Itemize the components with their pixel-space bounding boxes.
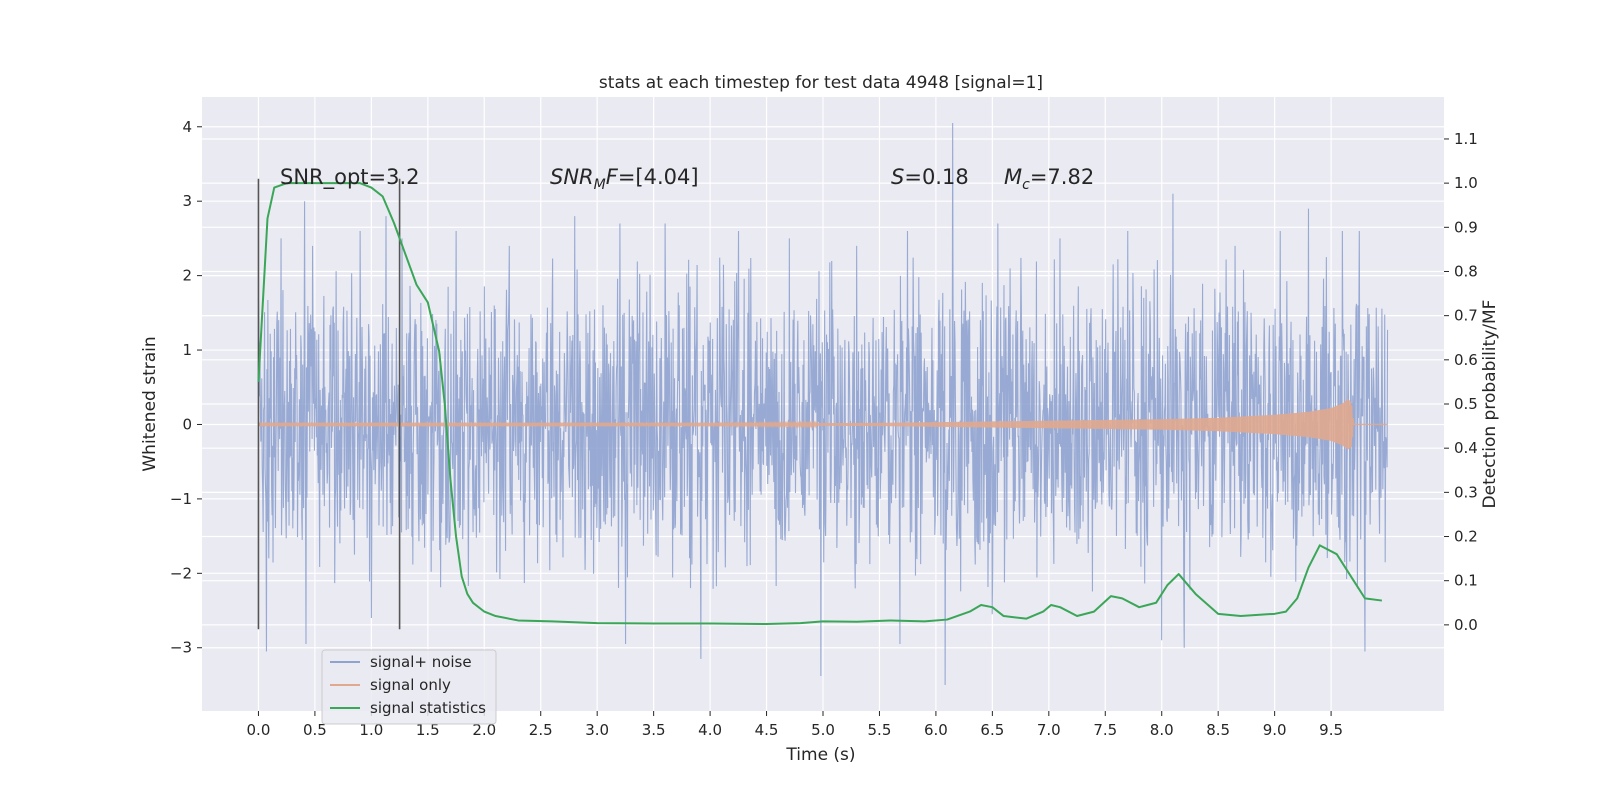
y-right-tick-label: 0.8: [1454, 262, 1478, 280]
legend-label-signal-statistics: signal statistics: [370, 699, 486, 717]
y-left-tick-label: −2: [170, 564, 192, 582]
x-tick-label: 5.5: [868, 721, 892, 739]
y-right-tick-label: 0.5: [1454, 395, 1478, 413]
x-tick-label: 8.0: [1150, 721, 1174, 739]
y-left-tick-label: 4: [182, 118, 192, 136]
y-axis-right-label: Detection probability/MF: [1480, 300, 1500, 509]
annotation-snr-opt: SNR_opt=3.2: [280, 165, 420, 190]
x-tick-label: 5.0: [811, 721, 835, 739]
x-tick-label: 6.0: [924, 721, 948, 739]
y-right-tick-label: 0.3: [1454, 483, 1478, 501]
legend-box: [321, 649, 497, 725]
x-tick-label: 7.5: [1093, 721, 1117, 739]
series-layer: [257, 123, 1389, 685]
x-axis-label: Time (s): [785, 745, 855, 765]
x-tick-label: 0.5: [303, 721, 327, 739]
y-right-tick-label: 0.0: [1454, 616, 1478, 634]
legend-label-signal-only: signal only: [370, 676, 451, 694]
y-right-tick-label: 0.2: [1454, 528, 1478, 546]
x-tick-label: 7.0: [1037, 721, 1061, 739]
y-right-tick-label: 0.4: [1454, 439, 1478, 457]
y-right-tick-label: 0.1: [1454, 572, 1478, 590]
x-tick-label: 1.5: [416, 721, 440, 739]
legend-label-signal-noise: signal+ noise: [370, 653, 472, 671]
y-left-tick-label: 2: [182, 267, 192, 285]
y-axis-left-label: Whitened strain: [140, 336, 160, 471]
annotation-s: S=0.18: [891, 165, 969, 189]
x-tick-label: 9.0: [1263, 721, 1287, 739]
y-right-tick-label: 1.0: [1454, 174, 1478, 192]
y-left-tick-label: −3: [170, 639, 192, 657]
x-tick-label: 2.0: [472, 721, 496, 739]
tick-layer: 0.0 0.5 1.0 1.5 2.0 2.5 3.0 3.5 4.0 4.5 5.0 5.5 6.0 6…: [170, 118, 1478, 739]
x-tick-label: 6.5: [980, 721, 1004, 739]
x-tick-label: 0.0: [247, 721, 271, 739]
legend: signal+ noise signal only signal statist…: [321, 649, 497, 725]
annotation-snr-mf: SNRMF=[4.04]: [550, 165, 699, 193]
x-tick-label: 3.0: [585, 721, 609, 739]
chart-title: stats at each timestep for test data 494…: [599, 73, 1043, 93]
x-tick-label: 3.5: [642, 721, 666, 739]
y-left-tick-label: 3: [182, 192, 192, 210]
y-left-tick-label: −1: [170, 490, 192, 508]
x-tick-label: 4.0: [698, 721, 722, 739]
series-signal-statistics: [257, 182, 1383, 625]
y-right-tick-label: 0.9: [1454, 218, 1478, 236]
y-right-tick-label: 0.7: [1454, 307, 1478, 325]
y-right-tick-label: 1.1: [1454, 130, 1478, 148]
y-right-tick-label: 0.6: [1454, 351, 1478, 369]
x-tick-label: 1.0: [359, 721, 383, 739]
y-left-tick-label: 0: [182, 415, 192, 433]
x-tick-label: 2.5: [529, 721, 553, 739]
x-tick-label: 9.5: [1319, 721, 1343, 739]
x-tick-label: 8.5: [1206, 721, 1230, 739]
annotation-mc: Mc=7.82: [1004, 165, 1094, 193]
y-left-tick-label: 1: [182, 341, 192, 359]
x-tick-label: 4.5: [755, 721, 779, 739]
